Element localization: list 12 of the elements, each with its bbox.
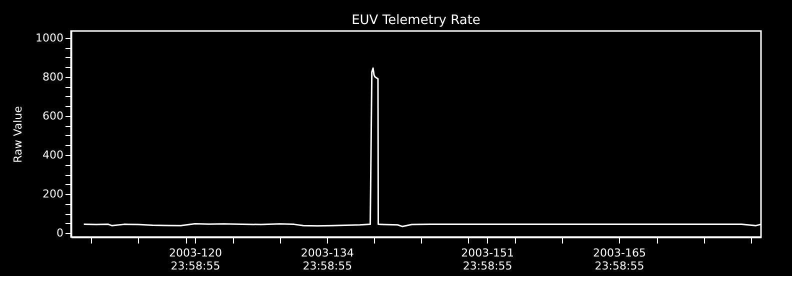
x-tick-label: 2003-165 23:58:55 [593,246,646,272]
y-tick-label: 200 [42,188,64,201]
x-tick-label: 2003-120 23:58:55 [169,246,222,272]
x-tick-label: 2003-134 23:58:55 [300,246,354,272]
y-tick-label: 1000 [36,31,64,44]
chart-title: EUV Telemetry Rate [352,13,480,28]
y-tick-label: 400 [42,148,64,162]
y-tick-label: 800 [42,70,64,84]
y-tick-label: 600 [42,109,64,122]
y-tick-label: 0 [56,226,64,240]
x-tick-label: 2003-151 23:58:55 [461,246,514,272]
y-axis-title: Raw Value [12,106,25,163]
